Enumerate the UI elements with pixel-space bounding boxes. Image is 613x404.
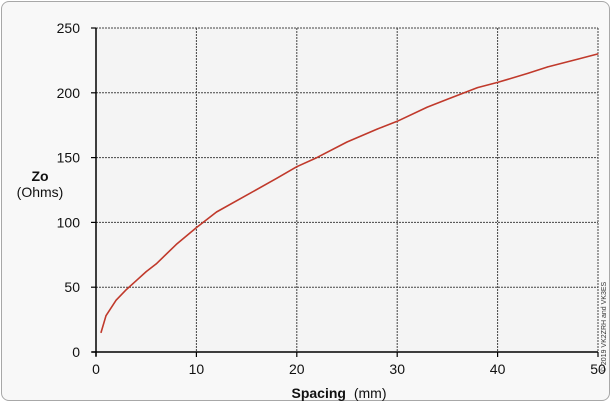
x-tick-label-0: 0 [92, 361, 100, 377]
series-point-0-10 [246, 194, 248, 196]
series-point-0-22 [547, 66, 549, 68]
copyright-note: © 2019 VK2ZRH and VK3ES [600, 281, 608, 372]
y-axis-unit: (Ohms) [17, 184, 64, 200]
series-point-0-11 [276, 177, 278, 179]
series-point-0-7 [175, 243, 177, 246]
series-point-0-21 [527, 72, 529, 74]
x-tick-label-20: 20 [289, 361, 305, 377]
y-tick-label-100: 100 [57, 214, 81, 230]
series-point-0-2 [115, 299, 117, 301]
series-point-0-14 [346, 141, 348, 143]
series-point-0-5 [145, 271, 147, 273]
series-point-0-13 [316, 157, 318, 159]
x-tick-label-10: 10 [189, 361, 205, 377]
x-tick-label-30: 30 [389, 361, 405, 377]
series-point-0-18 [446, 98, 448, 100]
series-point-0-20 [497, 81, 499, 84]
series-point-0-12 [296, 166, 298, 168]
x-tick-label-50: 50 [590, 361, 606, 377]
series-point-0-17 [426, 106, 428, 108]
y-tick-label-200: 200 [57, 85, 81, 101]
series-point-0-16 [396, 120, 398, 122]
x-tick-label-40: 40 [490, 361, 506, 377]
series-point-0-1 [105, 315, 107, 317]
series-point-0-0 [100, 331, 102, 334]
series-point-0-3 [125, 289, 127, 291]
x-tick-labels: 0 10 20 30 40 50 [92, 361, 606, 377]
x-axis-label: Spacing (mm) [291, 385, 386, 401]
grid [96, 27, 599, 352]
y-tick-label-250: 250 [57, 20, 81, 36]
series-point-0-8 [195, 226, 197, 229]
series-point-0-23 [577, 58, 579, 60]
x-axis-label-main: Spacing [291, 385, 345, 401]
y-tick-label-150: 150 [57, 150, 81, 166]
y-tick-label-0: 0 [72, 344, 80, 360]
series-point-0-6 [155, 263, 157, 265]
y-tick-labels: 0 50 100 150 200 250 [57, 20, 81, 360]
series-point-0-15 [376, 128, 378, 130]
y-tick-label-50: 50 [64, 279, 80, 295]
y-axis-label: Zo [31, 168, 48, 184]
series-point-0-19 [476, 87, 479, 89]
series-point-0-4 [135, 280, 137, 282]
axes [91, 27, 599, 357]
x-axis-label-unit: (mm) [354, 385, 387, 401]
series-point-0-9 [215, 211, 218, 213]
plot-area [96, 28, 598, 352]
series-point-0-24 [597, 53, 599, 55]
series-layer [100, 53, 599, 334]
